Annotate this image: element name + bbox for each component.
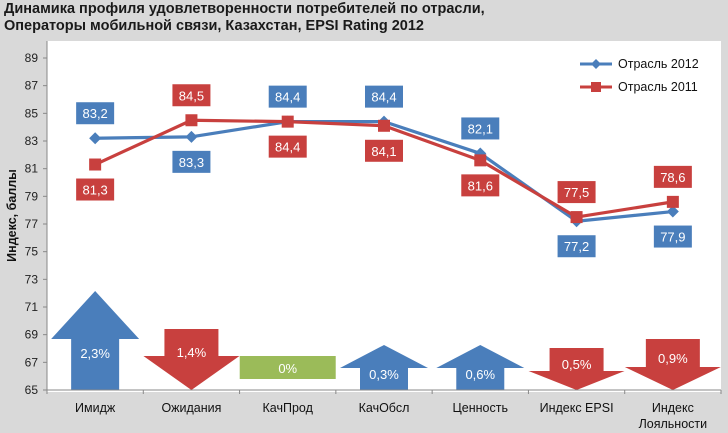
data-label: 83,3 [179, 155, 204, 170]
x-tick-label: Имидж [75, 401, 116, 415]
change-arrow-up [436, 345, 525, 390]
data-label-box [172, 150, 211, 173]
legend-marker [591, 82, 601, 92]
data-label-box [557, 181, 596, 204]
x-tick-label: Индекс Лояльности [639, 401, 708, 431]
data-label: 81,6 [468, 178, 493, 193]
y-tick-label: 73 [25, 272, 39, 286]
data-label: 77,5 [564, 185, 589, 200]
title-line-2: Операторы мобильной связи, Казахстан, EP… [4, 18, 424, 34]
data-label-box [557, 235, 596, 258]
change-arrow-label: 2,3% [80, 346, 110, 361]
data-point [89, 132, 102, 145]
data-label: 83,2 [82, 106, 107, 121]
data-label-box [76, 178, 115, 201]
title-line-1: Динамика профиля удовлетворенности потре… [4, 1, 485, 17]
y-axis-label: Индекс, баллы [5, 169, 19, 262]
change-arrow-label: 0,6% [465, 367, 495, 382]
x-tick-label: КачПрод [263, 401, 314, 415]
data-label-box [461, 174, 500, 197]
y-tick-label: 79 [25, 189, 39, 203]
y-tick-label: 77 [25, 217, 39, 231]
legend-entry: Отрасль 2011 [618, 80, 698, 94]
change-arrow-label: 0% [278, 361, 297, 376]
y-tick-label: 85 [25, 106, 39, 120]
y-tick-label: 81 [25, 162, 39, 176]
data-point [666, 205, 679, 218]
y-tick-label: 75 [25, 245, 39, 259]
change-arrow-down [143, 329, 240, 390]
data-label-box [268, 85, 307, 108]
x-tick-label: Ценность [453, 401, 508, 415]
chart-title: Динамика профиля удовлетворенности потре… [4, 1, 485, 35]
x-tick-label: Ожидания [161, 401, 221, 415]
x-tick-label: КачОбсл [359, 401, 410, 415]
y-tick-label: 83 [25, 134, 39, 148]
legend-entry: Отрасль 2012 [618, 57, 699, 71]
data-label: 81,3 [82, 183, 107, 198]
data-label: 82,1 [468, 121, 493, 136]
data-label-box [365, 85, 403, 108]
y-tick-label: 67 [25, 355, 39, 369]
data-point [185, 114, 198, 127]
data-label-box [653, 225, 692, 248]
data-point [474, 154, 487, 167]
data-label-box [365, 139, 403, 162]
change-arrow-up [340, 345, 428, 390]
data-label-box [172, 84, 211, 107]
data-label: 84,4 [371, 90, 396, 105]
data-label-box [76, 102, 115, 125]
y-tick-label: 65 [25, 383, 39, 397]
change-arrow-flat [239, 356, 336, 379]
data-label-box [461, 117, 500, 140]
legend-marker [591, 59, 601, 69]
y-tick-label: 71 [25, 300, 39, 314]
y-tick-label: 69 [25, 328, 39, 342]
data-label: 77,2 [564, 239, 589, 254]
data-point [666, 195, 679, 208]
data-point [570, 211, 583, 224]
data-label: 84,4 [275, 140, 300, 155]
y-tick-label: 89 [25, 51, 39, 65]
change-arrow-down [528, 348, 625, 390]
data-label: 84,5 [179, 88, 204, 103]
change-arrow-label: 0,5% [562, 357, 592, 372]
data-label: 77,9 [660, 230, 685, 245]
data-label: 84,4 [275, 90, 300, 105]
data-label: 84,1 [371, 144, 396, 159]
change-arrow-down [624, 339, 721, 390]
data-label: 78,6 [660, 170, 685, 185]
data-point [378, 119, 390, 132]
data-point [281, 115, 294, 128]
change-arrow-label: 0,9% [658, 351, 688, 366]
change-arrow-up [51, 291, 140, 390]
y-tick-label: 87 [25, 79, 39, 93]
x-tick-label: Индекс EPSI [540, 401, 614, 415]
data-point [89, 158, 102, 171]
change-arrow-label: 0,3% [369, 367, 399, 382]
data-label-box [653, 165, 692, 188]
data-label-box [268, 135, 307, 158]
data-point [185, 130, 198, 143]
change-arrow-label: 1,4% [177, 345, 207, 360]
